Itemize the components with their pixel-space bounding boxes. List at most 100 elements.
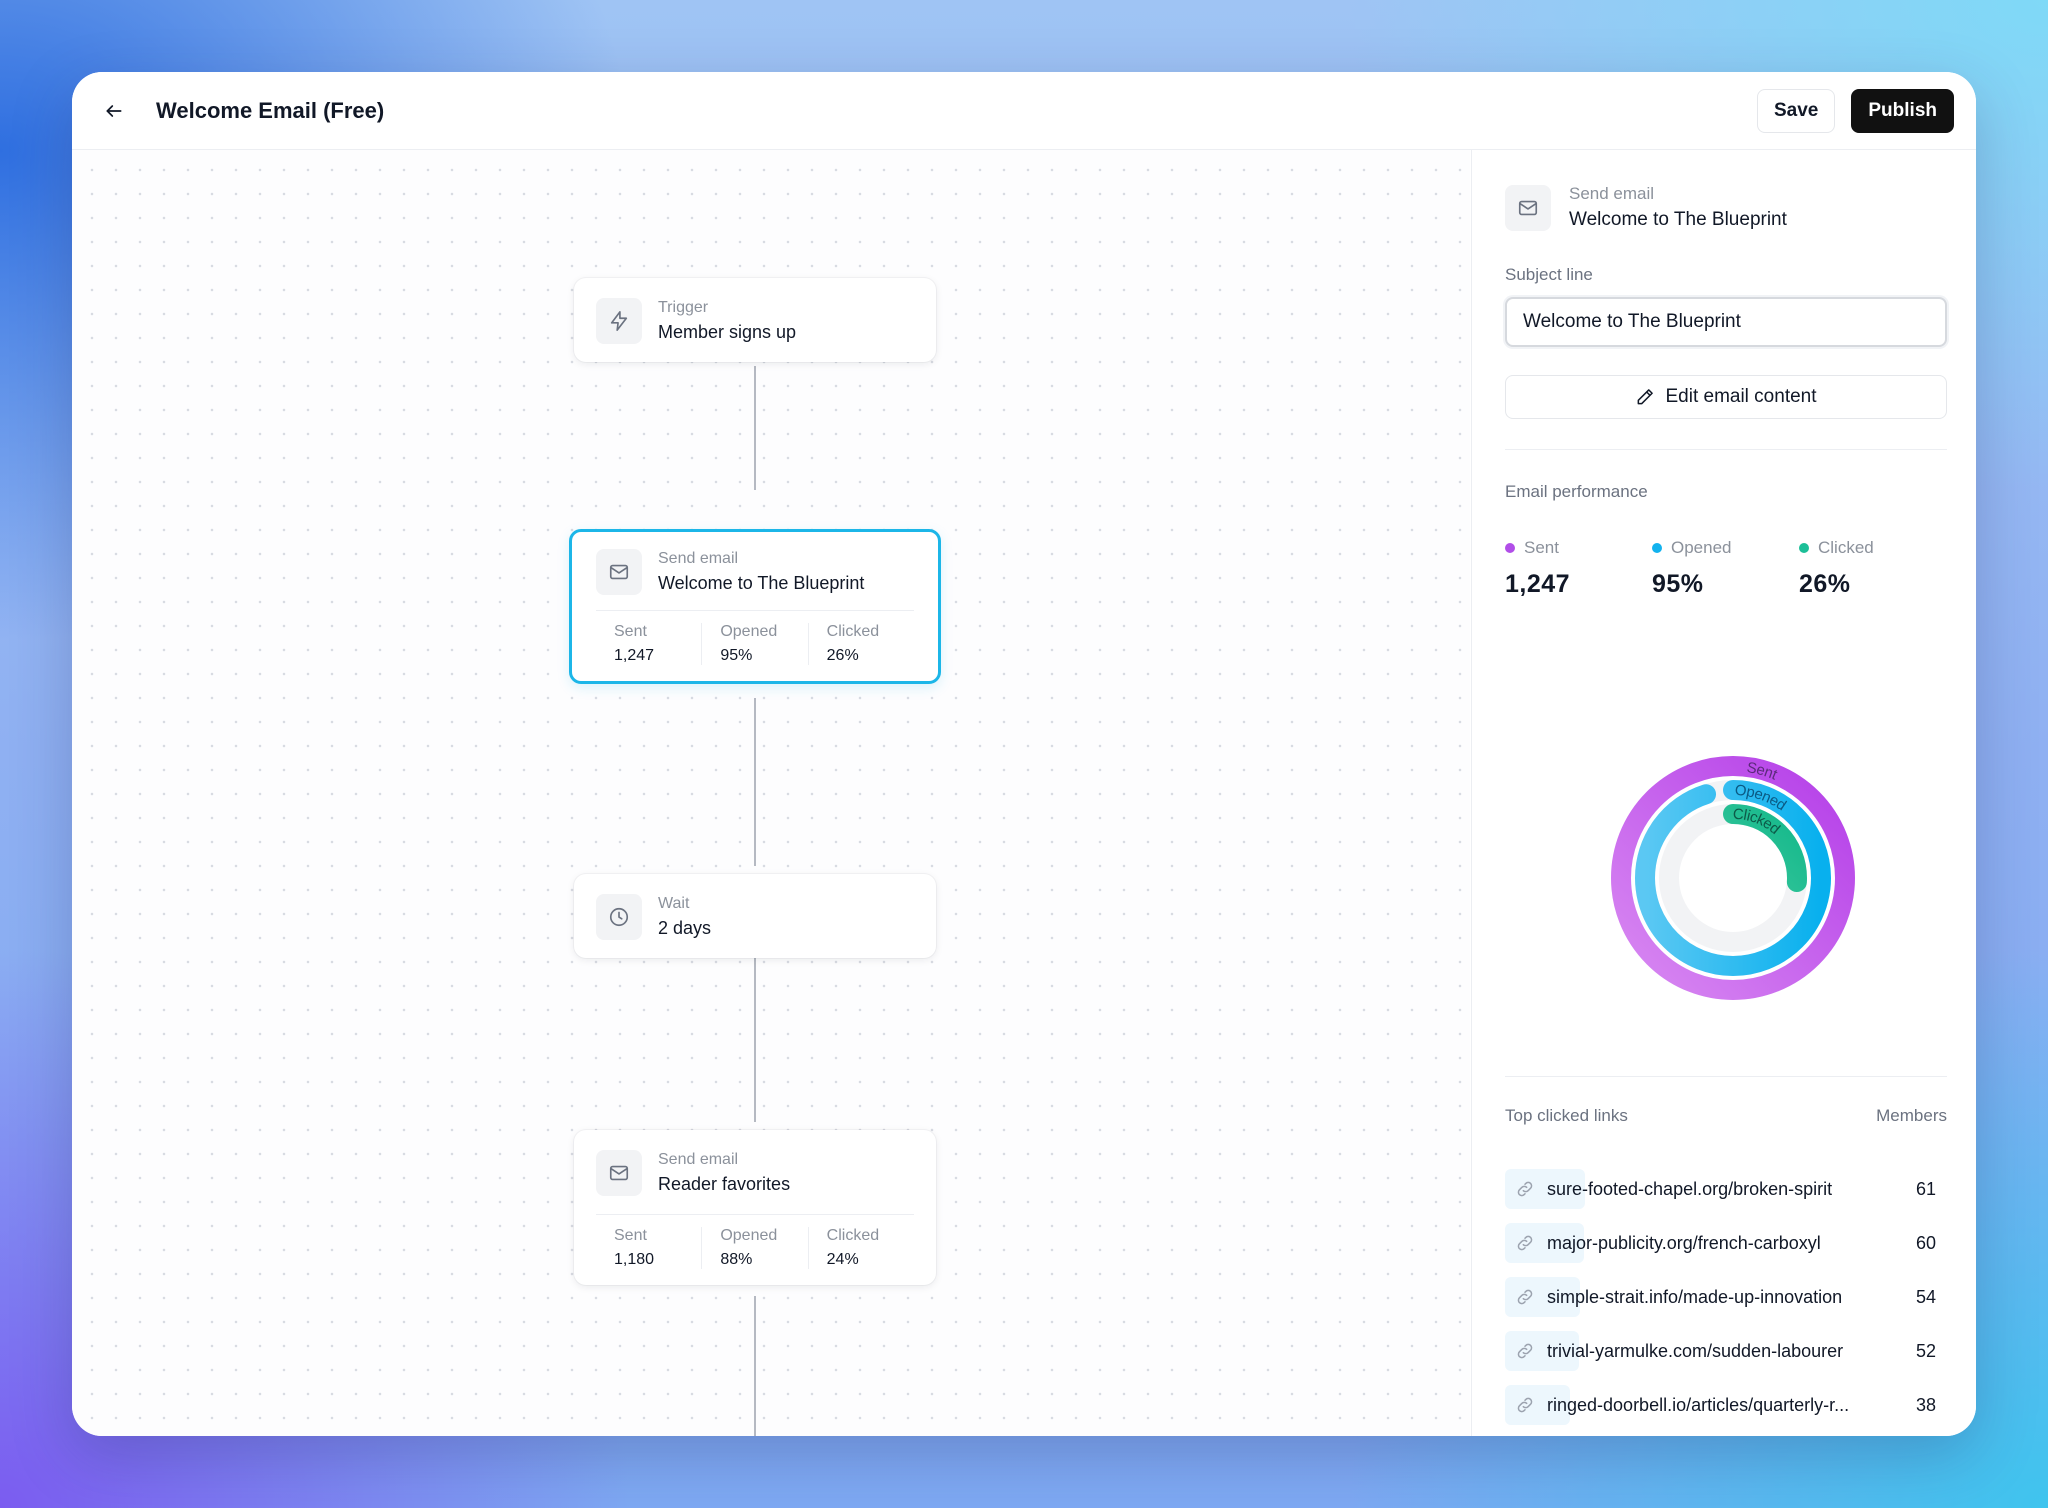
link-member-count: 52 bbox=[1915, 1340, 1936, 1361]
stat-label: Opened bbox=[720, 623, 778, 640]
arrow-left-icon bbox=[106, 104, 122, 117]
edit-email-content-label: Edit email content bbox=[1665, 386, 1817, 407]
stat-clicked: Clicked 24% bbox=[807, 1227, 914, 1269]
ring-clicked-arc bbox=[1659, 804, 1807, 952]
stat-value: 1,247 bbox=[614, 647, 655, 664]
top-bar: Welcome Email (Free) Save Publish bbox=[72, 72, 1976, 150]
divider bbox=[1505, 1076, 1947, 1077]
link-row[interactable]: gentle-banyan.dev/changelog#2026-...24 bbox=[1505, 1432, 1947, 1436]
stat-value: 88% bbox=[720, 1251, 753, 1268]
stat-sent: Sent 1,180 bbox=[596, 1227, 701, 1269]
legend-dot bbox=[1799, 543, 1809, 553]
link-row[interactable]: major-publicity.org/french-carboxyl 60 bbox=[1505, 1216, 1947, 1270]
node-kind: Wait bbox=[658, 895, 690, 912]
panel-header: Send email Welcome to The Blueprint bbox=[1505, 184, 1946, 231]
connector-line bbox=[754, 958, 756, 1122]
header-actions: Save Publish bbox=[1757, 88, 1954, 133]
mail-icon bbox=[596, 549, 642, 595]
email-performance-title: Email performance bbox=[1505, 482, 1648, 501]
metric-sent: Sent 1,247 bbox=[1505, 538, 1652, 599]
node-label: 2 days bbox=[658, 918, 712, 938]
metric-label: Sent bbox=[1524, 538, 1559, 557]
link-icon bbox=[1505, 1331, 1545, 1371]
link-share-bar bbox=[1505, 1223, 1584, 1263]
stat-label: Clicked bbox=[826, 623, 880, 640]
link-member-count: 60 bbox=[1915, 1232, 1936, 1253]
lightning-icon bbox=[596, 298, 642, 344]
panel-kind: Send email bbox=[1569, 184, 1655, 203]
stat-value: 26% bbox=[826, 647, 859, 664]
top-clicked-links-header: Top clicked links Members bbox=[1505, 1106, 1947, 1126]
stat-sent: Sent 1,247 bbox=[596, 623, 701, 665]
link-share-bar bbox=[1505, 1331, 1579, 1371]
edit-email-content-button[interactable]: Edit email content bbox=[1505, 375, 1947, 419]
metric-value: 26% bbox=[1799, 570, 1851, 598]
divider bbox=[1505, 449, 1947, 450]
legend-dot bbox=[1505, 543, 1515, 553]
metric-opened: Opened 95% bbox=[1652, 538, 1799, 599]
performance-ring-chart: Sent Opened Clicked bbox=[1593, 738, 1873, 1018]
stat-opened: Opened 88% bbox=[701, 1227, 807, 1269]
connector-line bbox=[754, 1296, 756, 1436]
link-icon bbox=[1505, 1223, 1545, 1263]
link-share-bar bbox=[1505, 1385, 1570, 1425]
link-member-count: 54 bbox=[1915, 1286, 1936, 1307]
link-row[interactable]: trivial-yarmulke.com/sudden-labourer 52 bbox=[1505, 1324, 1947, 1378]
ring-opened-arc bbox=[1635, 780, 1831, 976]
node-kind: Send email bbox=[658, 550, 739, 567]
link-url: ringed-doorbell.io/articles/quarterly-r.… bbox=[1547, 1394, 1850, 1415]
link-share-bar bbox=[1505, 1277, 1580, 1317]
link-icon bbox=[1505, 1277, 1545, 1317]
members-column-label: Members bbox=[1876, 1106, 1947, 1125]
clock-icon bbox=[596, 894, 642, 940]
connector-line bbox=[754, 366, 756, 490]
link-url: trivial-yarmulke.com/sudden-labourer bbox=[1547, 1340, 1844, 1361]
back-button[interactable] bbox=[94, 91, 134, 131]
node-label: Welcome to The Blueprint bbox=[658, 573, 865, 593]
stat-value: 95% bbox=[720, 647, 753, 664]
metric-value: 1,247 bbox=[1505, 570, 1571, 598]
connector-line bbox=[754, 698, 756, 866]
link-row[interactable]: simple-strait.info/made-up-innovation 54 bbox=[1505, 1270, 1947, 1324]
link-row[interactable]: ringed-doorbell.io/articles/quarterly-r.… bbox=[1505, 1378, 1947, 1432]
subject-line-input[interactable] bbox=[1505, 297, 1947, 347]
link-url: simple-strait.info/made-up-innovation bbox=[1547, 1286, 1843, 1307]
stat-label: Clicked bbox=[826, 1227, 880, 1244]
stat-value: 1,180 bbox=[614, 1251, 655, 1268]
link-member-count: 38 bbox=[1915, 1394, 1936, 1415]
metric-label: Opened bbox=[1671, 538, 1732, 557]
node-kind: Trigger bbox=[658, 299, 709, 316]
save-button[interactable]: Save bbox=[1757, 88, 1836, 133]
stat-clicked: Clicked 26% bbox=[807, 623, 914, 665]
stat-label: Sent bbox=[614, 623, 647, 640]
top-clicked-links-title: Top clicked links bbox=[1505, 1106, 1628, 1125]
mail-icon bbox=[596, 1150, 642, 1196]
wait-node[interactable]: Wait 2 days bbox=[574, 874, 936, 958]
inspector-panel: Send email Welcome to The Blueprint Subj… bbox=[1471, 150, 1976, 1436]
pencil-icon bbox=[1638, 389, 1654, 405]
performance-metrics: Sent 1,247 Opened 95% Clicked 26% bbox=[1505, 538, 1946, 599]
link-share-bar bbox=[1505, 1169, 1585, 1209]
stat-value: 24% bbox=[826, 1251, 859, 1268]
link-icon bbox=[1505, 1385, 1545, 1425]
send-email-node-selected[interactable]: Send email Welcome to The Blueprint Sent… bbox=[569, 529, 941, 684]
metric-label: Clicked bbox=[1818, 538, 1874, 557]
link-row[interactable]: sure-footed-chapel.org/broken-spirit 61 bbox=[1505, 1162, 1947, 1216]
link-url: major-publicity.org/french-carboxyl bbox=[1547, 1232, 1821, 1253]
panel-name: Welcome to The Blueprint bbox=[1569, 209, 1787, 230]
ring-sent-arc bbox=[1611, 756, 1855, 1000]
node-stats: Sent 1,247 Opened 95% Clicked 26% bbox=[596, 610, 914, 681]
legend-dot bbox=[1652, 543, 1662, 553]
metric-clicked: Clicked 26% bbox=[1799, 538, 1946, 599]
workflow-canvas[interactable]: Trigger Member signs up Send email Welco… bbox=[72, 150, 1470, 1436]
trigger-node[interactable]: Trigger Member signs up bbox=[574, 278, 936, 362]
page-title: Welcome Email (Free) bbox=[156, 97, 385, 123]
publish-button[interactable]: Publish bbox=[1851, 88, 1954, 133]
link-member-count: 61 bbox=[1915, 1178, 1936, 1199]
stat-label: Sent bbox=[614, 1227, 647, 1244]
link-icon bbox=[1505, 1169, 1545, 1209]
metric-value: 95% bbox=[1652, 570, 1704, 598]
link-url: sure-footed-chapel.org/broken-spirit bbox=[1547, 1178, 1833, 1199]
send-email-node[interactable]: Send email Reader favorites Sent 1,180 O… bbox=[574, 1130, 936, 1285]
mail-icon bbox=[1505, 184, 1551, 231]
